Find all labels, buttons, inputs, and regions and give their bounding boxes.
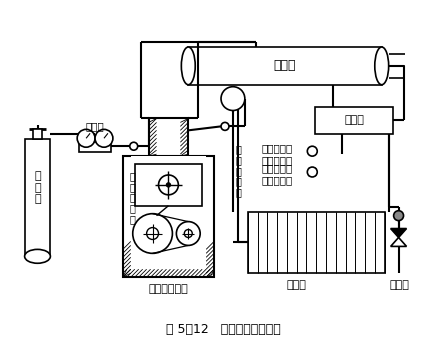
Text: 氮
气
瓶: 氮 气 瓶 — [34, 171, 41, 204]
Circle shape — [308, 146, 317, 156]
Circle shape — [308, 167, 317, 177]
Circle shape — [77, 129, 95, 147]
Text: 膨胀阀: 膨胀阀 — [390, 280, 409, 290]
Circle shape — [95, 129, 113, 147]
Circle shape — [147, 228, 159, 239]
Polygon shape — [391, 229, 406, 237]
Circle shape — [133, 214, 173, 253]
Ellipse shape — [181, 47, 195, 85]
Text: 排
气
截
止
阀: 排 气 截 止 阀 — [130, 171, 136, 224]
Circle shape — [394, 211, 404, 221]
Bar — [123, 156, 214, 277]
Text: 压缩机不运转: 压缩机不运转 — [148, 284, 188, 294]
Text: 贮液器: 贮液器 — [344, 116, 364, 126]
Bar — [25, 139, 51, 256]
Text: 吸
气
截
止
阀: 吸 气 截 止 阀 — [236, 144, 242, 198]
Bar — [79, 142, 111, 152]
Bar — [315, 107, 392, 134]
Text: 图 5－12   制冷系统充气检漏: 图 5－12 制冷系统充气检漏 — [166, 323, 280, 336]
Bar — [148, 118, 188, 156]
Text: 高压段充气
时出液阀关: 高压段充气 时出液阀关 — [261, 163, 293, 185]
Bar — [33, 129, 42, 139]
Ellipse shape — [25, 249, 51, 263]
Ellipse shape — [375, 47, 388, 85]
Circle shape — [166, 183, 170, 187]
Bar — [135, 164, 202, 206]
Circle shape — [221, 122, 229, 130]
Text: 蒸发器: 蒸发器 — [287, 280, 306, 290]
Circle shape — [130, 142, 138, 150]
Circle shape — [159, 175, 178, 195]
Text: 减压阀: 减压阀 — [86, 121, 105, 131]
Bar — [188, 47, 382, 85]
Circle shape — [184, 229, 192, 237]
Bar — [248, 212, 385, 273]
Text: 低压段充气
时出液阀开: 低压段充气 时出液阀开 — [261, 143, 293, 165]
Polygon shape — [391, 237, 406, 246]
Circle shape — [177, 221, 200, 245]
Bar — [131, 156, 206, 269]
Circle shape — [221, 87, 245, 110]
Text: 冷凝器: 冷凝器 — [274, 60, 296, 72]
